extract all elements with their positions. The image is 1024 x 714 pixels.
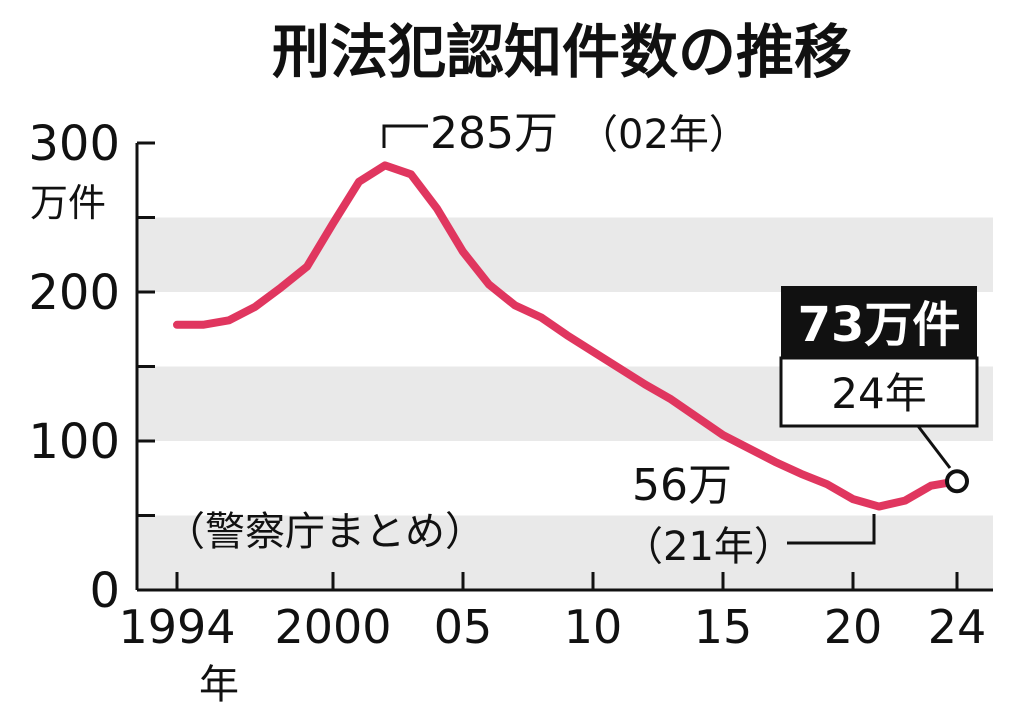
x-unit-label: 年 [199,662,239,708]
x-tick-label: 24 [928,600,987,654]
chart-title: 刑法犯認知件数の推移 [272,18,852,86]
x-tick-label: 20 [824,600,883,654]
x-ticks: 1994 2000 05 10 15 20 24 [118,572,986,654]
low-year-label: （21年） [623,524,794,570]
peak-year-label: （02年） [578,112,749,158]
y-unit-label: 万件 [30,181,106,225]
peak-leader-line [382,124,428,148]
latest-callout: 73万件 24年 [779,286,979,469]
y-tick-label: 200 [28,265,120,321]
y-tick-label: 0 [89,563,120,619]
y-tick-label: 100 [28,414,120,470]
low-value-label: 56万 [632,460,732,511]
grid-band [137,217,993,292]
latest-pointer [916,425,952,469]
low-annotation: 56万 （21年） [623,460,876,570]
x-tick-label: 10 [564,600,623,654]
x-tick-label: 2000 [274,600,391,654]
peak-value-label: 285万 [430,108,558,159]
latest-value-box [781,286,977,358]
grid-band [137,515,993,590]
source-note: （警察庁まとめ） [165,509,485,555]
x-tick-label: 1994 [118,600,235,654]
low-leader-line [787,514,876,545]
latest-year-box [779,356,979,428]
x-tick-label: 05 [434,600,493,654]
latest-year-label: 24年 [831,369,926,418]
series-layer [173,161,969,511]
latest-value-label: 73万件 [798,297,961,353]
latest-point-marker [945,469,969,494]
x-tick-label: 15 [694,600,753,654]
y-ticks: 0 100 200 300 [28,116,155,619]
peak-annotation: 285万 （02年） [382,108,749,159]
y-tick-label: 300 [28,116,120,172]
